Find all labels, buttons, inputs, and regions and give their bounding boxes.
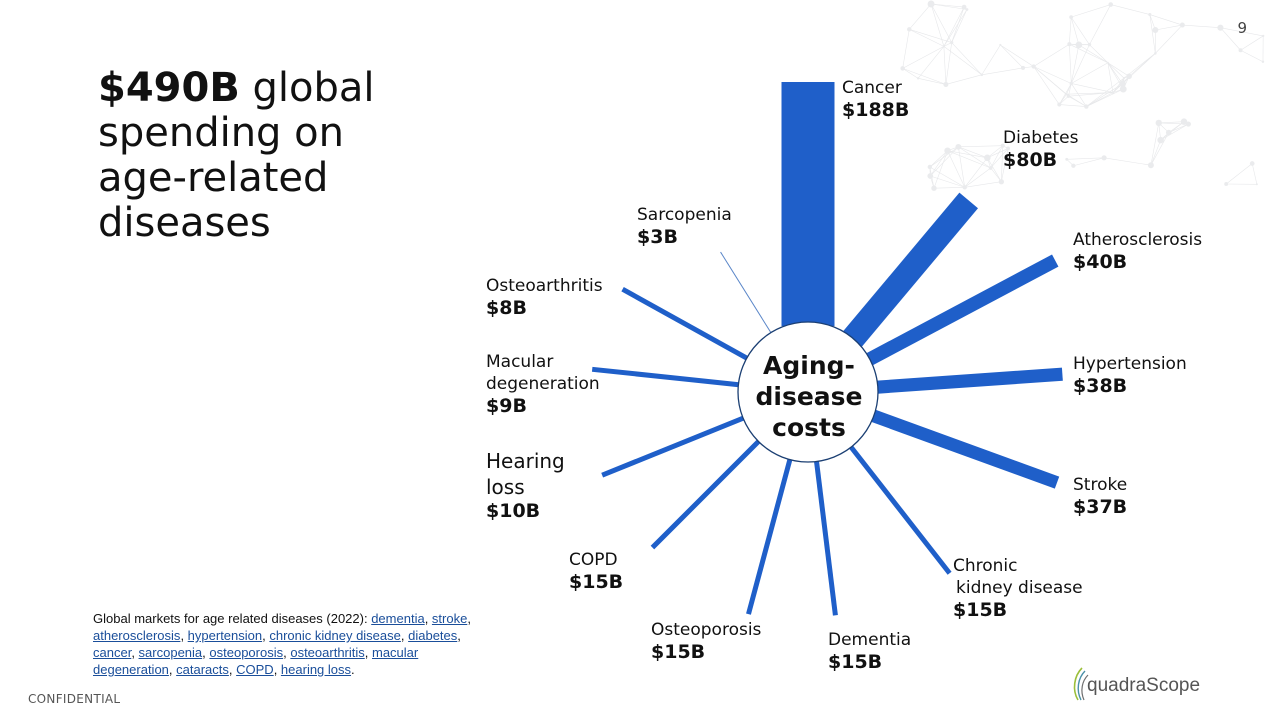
center-label-line3: costs — [772, 413, 846, 442]
bar-osteoarthritis — [621, 287, 752, 363]
label-name-diabetes: Diabetes — [1003, 128, 1079, 148]
label-value-copd: $15B — [569, 571, 624, 593]
label-hypertension: Hypertension $38B — [1073, 353, 1187, 398]
label-diabetes: Diabetes $80B — [1003, 127, 1078, 172]
label-name-copd: COPD — [569, 550, 618, 570]
label-name-hypertension: Hypertension — [1073, 354, 1187, 374]
headline-amount: $490B — [98, 65, 240, 111]
label-name-dementia: Dementia — [828, 630, 912, 650]
label-name-macular-degeneration: degeneration — [486, 374, 600, 394]
logo-text: quadraScope — [1087, 675, 1201, 696]
label-value-sarcopenia: $3B — [637, 226, 678, 248]
label-name-hearing-loss: Hearing — [486, 449, 565, 473]
label-value-osteoporosis: $15B — [651, 641, 706, 663]
source-link-macular-degeneration[interactable]: macular degeneration — [93, 645, 419, 677]
label-value-macular-degeneration: $9B — [486, 395, 527, 417]
bar-sarcopenia — [720, 251, 774, 337]
label-copd: COPD $15B — [569, 549, 623, 594]
source-link-cataracts[interactable]: cataracts — [176, 662, 229, 677]
bar-atherosclerosis — [863, 254, 1059, 368]
label-name-macular-degeneration: Macular — [486, 352, 554, 372]
label-cancer: Cancer $188B — [842, 77, 909, 122]
source-link-osteoarthritis[interactable]: osteoarthritis — [290, 645, 365, 660]
label-stroke: Stroke $37B — [1073, 474, 1127, 519]
center-circle — [737, 321, 879, 463]
source-link-stroke[interactable]: stroke — [431, 611, 468, 626]
source-link-osteoporosis[interactable]: osteoporosis — [209, 645, 284, 660]
label-name-sarcopenia: Sarcopenia — [637, 205, 732, 225]
source-link-hypertension[interactable]: hypertension — [187, 628, 263, 643]
label-name-cancer: Cancer — [842, 78, 902, 98]
bar-hypertension — [873, 367, 1063, 394]
label-name-chronic-kidney-disease: Chronic — [953, 556, 1018, 576]
bar-copd — [650, 436, 764, 550]
center-label: Aging- disease costs — [738, 350, 880, 443]
center-label-line2: disease — [755, 382, 863, 411]
label-value-stroke: $37B — [1073, 496, 1128, 518]
bar-chronic-kidney-disease — [846, 442, 952, 575]
label-chronic-kidney-disease: Chronic kidney disease $15B — [953, 555, 1083, 622]
label-value-atherosclerosis: $40B — [1073, 251, 1128, 273]
label-dementia: Dementia $15B — [828, 629, 911, 674]
label-osteoarthritis: Osteoarthritis $8B — [486, 275, 603, 320]
label-macular-degeneration: Macular degeneration $9B — [486, 351, 600, 418]
source-suffix: . — [351, 662, 355, 677]
bar-hearing-loss — [601, 414, 748, 478]
source-link-copd[interactable]: COPD — [236, 662, 274, 677]
source-links: dementia, stroke, atherosclerosis, hyper… — [93, 611, 471, 677]
bar-stroke — [867, 408, 1060, 489]
label-value-diabetes: $80B — [1003, 149, 1058, 171]
bar-macular-degeneration — [591, 366, 743, 388]
bar-dementia — [813, 457, 838, 616]
source-link-sarcopenia[interactable]: sarcopenia — [138, 645, 203, 660]
label-name-stroke: Stroke — [1073, 475, 1128, 495]
quadrascope-logo-icon — [1073, 667, 1089, 701]
source-link-dementia[interactable]: dementia — [371, 611, 425, 626]
label-value-osteoarthritis: $8B — [486, 297, 527, 319]
source-prefix: Global markets for age related diseases … — [93, 611, 372, 626]
source-link-cancer[interactable]: cancer — [93, 645, 132, 660]
label-value-hearing-loss: $10B — [486, 500, 541, 522]
source-link-chronic-kidney-disease[interactable]: chronic kidney disease — [269, 628, 401, 643]
source-link-hearing-loss[interactable]: hearing loss — [280, 662, 352, 677]
label-value-dementia: $15B — [828, 651, 883, 673]
label-sarcopenia: Sarcopenia $3B — [637, 204, 732, 249]
label-name-atherosclerosis: Atherosclerosis — [1073, 230, 1203, 250]
source-link-diabetes[interactable]: diabetes — [408, 628, 458, 643]
label-osteoporosis: Osteoporosis $15B — [651, 619, 761, 664]
label-hearing-loss: Hearing loss $10B — [486, 448, 565, 523]
source-note: Global markets for age related diseases … — [93, 610, 493, 678]
label-name-osteoarthritis: Osteoarthritis — [486, 276, 603, 296]
confidential-label: CONFIDENTIAL — [28, 692, 121, 706]
label-name-chronic-kidney-disease: kidney disease — [956, 578, 1083, 598]
source-link-atherosclerosis[interactable]: atherosclerosis — [93, 628, 181, 643]
center-label-line1: Aging- — [763, 351, 855, 380]
label-atherosclerosis: Atherosclerosis $40B — [1073, 229, 1202, 274]
label-name-hearing-loss: loss — [486, 475, 525, 499]
slide-headline: $490B global spending on age-related dis… — [98, 66, 428, 246]
page-number: 9 — [1237, 19, 1247, 37]
label-value-hypertension: $38B — [1073, 375, 1128, 397]
label-value-cancer: $188B — [842, 99, 910, 121]
label-name-osteoporosis: Osteoporosis — [651, 620, 762, 640]
bar-diabetes — [841, 192, 978, 350]
label-value-chronic-kidney-disease: $15B — [953, 599, 1008, 621]
bar-osteoporosis — [746, 455, 794, 615]
headline-text: global spending on age-related diseases — [98, 65, 375, 246]
